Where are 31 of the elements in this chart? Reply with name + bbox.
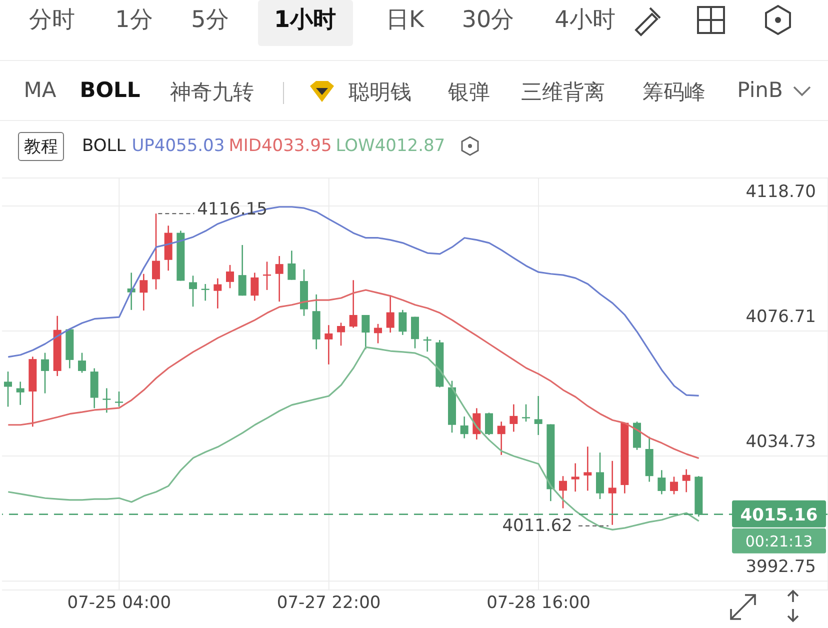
text: 筹码峰 xyxy=(642,79,706,106)
chart-title: BOLL xyxy=(82,136,126,156)
text: BOLL xyxy=(80,78,140,102)
text: 1小时 xyxy=(274,6,336,35)
text: 00:21:13 xyxy=(745,532,813,550)
text: 三维背离 xyxy=(521,79,605,106)
text: 日K xyxy=(386,6,424,35)
text: 教程 xyxy=(18,132,64,160)
y-tick-label: 4118.70 xyxy=(746,182,816,202)
y-tick-label: 4076.71 xyxy=(746,307,816,328)
text: 30分 xyxy=(462,6,514,35)
x-tick-label: 07-25 04:00 xyxy=(67,593,172,614)
annotation: 4011.62 xyxy=(502,516,572,536)
text: MA xyxy=(24,78,56,102)
y-tick-label: 4034.73 xyxy=(746,432,816,452)
x-tick-label: 07-28 16:00 xyxy=(486,593,590,614)
y-tick-label: 3992.75 xyxy=(746,557,816,578)
ref-line-label: 4015.16 xyxy=(740,505,818,526)
text: 聪明钱 xyxy=(348,79,412,106)
text: MID4033.95 xyxy=(228,136,332,156)
text: PinB xyxy=(737,78,783,102)
text: 4小时 xyxy=(554,6,616,35)
x-tick-label: 07-27 22:00 xyxy=(276,593,381,614)
text: LOW4012.87 xyxy=(336,136,446,156)
text: 1分 xyxy=(115,6,153,35)
text: 神奇九转 xyxy=(170,79,254,106)
text: 银弹 xyxy=(448,79,490,106)
text: 5分 xyxy=(191,6,229,35)
annotation: 4116.15 xyxy=(197,200,268,220)
text: 分时 xyxy=(29,6,75,35)
text: UP4055.03 xyxy=(132,136,225,156)
